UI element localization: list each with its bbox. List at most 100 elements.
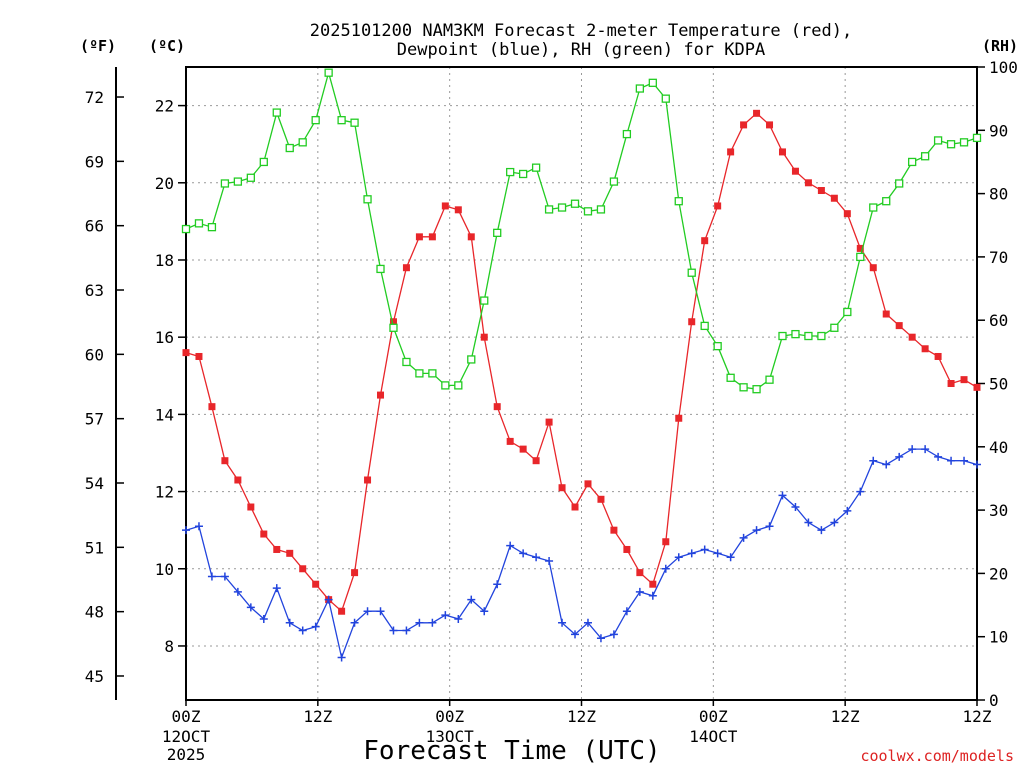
fahrenheit-tick-label: 45 (85, 667, 104, 686)
temperature-point (584, 480, 592, 488)
rh-point (920, 152, 930, 161)
temperature-point (791, 167, 799, 175)
dewpoint-point (908, 445, 917, 454)
time-tick-label: 12Z (963, 707, 992, 726)
dewpoint-point (635, 587, 644, 596)
credit-label: coolwx.com/models (860, 747, 1014, 765)
dewpoint-point (869, 456, 878, 465)
rh-point (324, 68, 333, 77)
rh-point (376, 264, 385, 274)
dewpoint-point (233, 587, 242, 596)
temperature-point (688, 318, 696, 326)
rh-point (259, 157, 268, 167)
temperature-point (454, 206, 462, 214)
fahrenheit-tick-label: 57 (85, 410, 104, 429)
plot-frame (185, 66, 978, 701)
dewpoint-point (596, 634, 605, 643)
dewpoint-point (558, 618, 567, 627)
dewpoint-point (194, 522, 203, 531)
fahrenheit-tick-label: 72 (85, 88, 104, 107)
dewpoint-point (609, 630, 618, 639)
dewpoint-point (571, 630, 580, 639)
temperature-point (558, 484, 566, 492)
celsius-unit-label: (ºC) (149, 37, 185, 55)
chart-title-line1: 2025101200 NAM3KM Forecast 2-meter Tempe… (310, 21, 852, 41)
celsius-tick-label: 8 (164, 637, 174, 656)
dewpoint-point (817, 526, 826, 535)
rh-point (454, 381, 463, 390)
rh-point (389, 323, 398, 332)
dewpoint-point (804, 518, 813, 527)
rh-point (946, 140, 956, 149)
rh-tick-label: 60 (989, 311, 1008, 330)
fahrenheit-tick-label: 69 (85, 152, 104, 171)
fahrenheit-tick-label: 54 (85, 474, 104, 493)
temperature-point (960, 376, 968, 384)
dewpoint-point (791, 503, 800, 512)
temperature-point (234, 476, 242, 484)
time-tick-label: 00Z (172, 707, 201, 726)
temperature-point (727, 148, 735, 156)
rh-point (959, 138, 969, 147)
dewpoint-point (856, 487, 865, 496)
time-tick-label: 12Z (831, 707, 860, 726)
rh-point (207, 222, 217, 232)
temperature-point (675, 414, 683, 422)
dewpoint-point (622, 607, 631, 616)
rh-point (480, 296, 489, 305)
fahrenheit-tick-label: 48 (85, 603, 104, 622)
rh-point (311, 116, 320, 125)
rh-point (583, 207, 593, 216)
fahrenheit-tick-label: 60 (85, 345, 104, 364)
dewpoint-point (752, 526, 761, 535)
rh-point (765, 375, 774, 384)
time-tick-date: 14OCT (689, 727, 738, 746)
dewpoint-point (298, 626, 307, 635)
temperature-point (208, 403, 216, 411)
rh-point (337, 116, 346, 125)
rh-point (531, 163, 541, 172)
dewpoint-point (674, 553, 683, 562)
dewpoint-point (648, 591, 657, 600)
dewpoint-point (545, 557, 554, 566)
dewpoint-point (467, 595, 476, 604)
dewpoint-point (739, 533, 748, 542)
rh-point (544, 205, 554, 214)
rh-point (596, 205, 606, 214)
dewpoint-point (454, 614, 463, 623)
temperature-point (351, 569, 359, 577)
time-tick-year: 2025 (167, 745, 206, 764)
temperature-point (428, 233, 436, 241)
rh-point (415, 369, 424, 378)
temperature-point (273, 545, 281, 553)
dewpoint-point (934, 452, 943, 461)
rh-point (972, 133, 982, 143)
temperature-point (286, 549, 294, 557)
dewpoint-point (337, 653, 346, 662)
rh-unit-label: (RH) (982, 37, 1018, 55)
rh-point (700, 321, 709, 331)
time-tick-date: 13OCT (426, 727, 475, 746)
celsius-tick-label: 22 (155, 97, 174, 116)
temperature-point (934, 352, 942, 360)
temperature-point (895, 322, 903, 330)
rh-point (441, 381, 450, 390)
rh-point (428, 369, 437, 378)
temperature-point (182, 349, 190, 357)
dewpoint-point (441, 611, 450, 620)
rh-point (557, 203, 567, 212)
rh-point (493, 228, 502, 237)
time-tick-label: 12Z (567, 707, 596, 726)
rh-axis: 0 10 20 30 40 50 60 70 80 90 100 (977, 58, 1018, 710)
dewpoint-point (324, 595, 333, 604)
temperature-point (649, 580, 657, 588)
temperature-point (636, 569, 644, 577)
celsius-tick-label: 18 (155, 251, 174, 270)
dewpoint-point (389, 626, 398, 635)
dewpoint-point (778, 491, 787, 500)
fahrenheit-unit-label: (ºF) (80, 37, 116, 55)
rh-point (622, 129, 632, 139)
dewpoint-point (700, 545, 709, 554)
rh-tick-label: 80 (989, 185, 1008, 204)
